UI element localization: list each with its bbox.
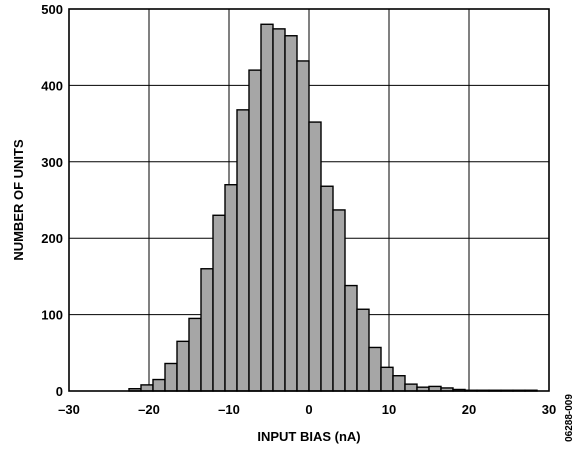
x-tick-label: –20	[138, 402, 160, 417]
histogram-bar	[236, 109, 250, 392]
histogram-bar	[140, 384, 154, 392]
histogram-bar	[404, 383, 418, 392]
histogram-bar	[152, 378, 166, 392]
histogram-bar	[344, 284, 358, 392]
histogram-bar	[212, 214, 226, 392]
histogram-bar	[356, 308, 370, 392]
histogram-bar	[296, 60, 310, 392]
histogram-bar	[224, 184, 238, 392]
y-tick-labels: 0 100 200 300 400 500	[41, 2, 63, 399]
histogram-bar	[368, 346, 382, 392]
figure-code: 06288-009	[564, 394, 575, 442]
x-tick-label: –10	[218, 402, 240, 417]
x-tick-label: 10	[382, 402, 396, 417]
histogram-bar	[284, 35, 298, 392]
x-tick-label: 0	[305, 402, 312, 417]
y-tick-label: 500	[41, 2, 63, 17]
y-tick-label: 100	[41, 308, 63, 323]
histogram-bar	[200, 268, 214, 392]
x-axis-label: INPUT BIAS (nA)	[257, 429, 360, 444]
histogram-bar	[176, 340, 190, 392]
histogram-bar	[308, 121, 322, 392]
x-tick-labels: –30 –20 –10 0 10 20 30	[58, 402, 556, 417]
histogram-bar	[164, 362, 178, 392]
plot-frame	[68, 8, 550, 392]
y-tick-label: 400	[41, 78, 63, 93]
histogram-bar	[380, 366, 394, 392]
y-axis-label: NUMBER OF UNITS	[11, 139, 26, 261]
histogram-bars	[128, 23, 538, 392]
histogram-bar	[392, 375, 406, 392]
y-tick-label: 200	[41, 231, 63, 246]
x-tick-label: –30	[58, 402, 80, 417]
x-tick-label: 30	[542, 402, 556, 417]
x-tick-label: 20	[462, 402, 476, 417]
y-tick-label: 0	[56, 384, 63, 399]
histogram-bar	[272, 28, 286, 392]
histogram-bar	[260, 23, 274, 392]
histogram-bar	[188, 317, 202, 392]
histogram-bar	[248, 69, 262, 392]
y-tick-label: 300	[41, 155, 63, 170]
histogram-bar	[332, 209, 346, 392]
histogram-bar	[320, 185, 334, 392]
